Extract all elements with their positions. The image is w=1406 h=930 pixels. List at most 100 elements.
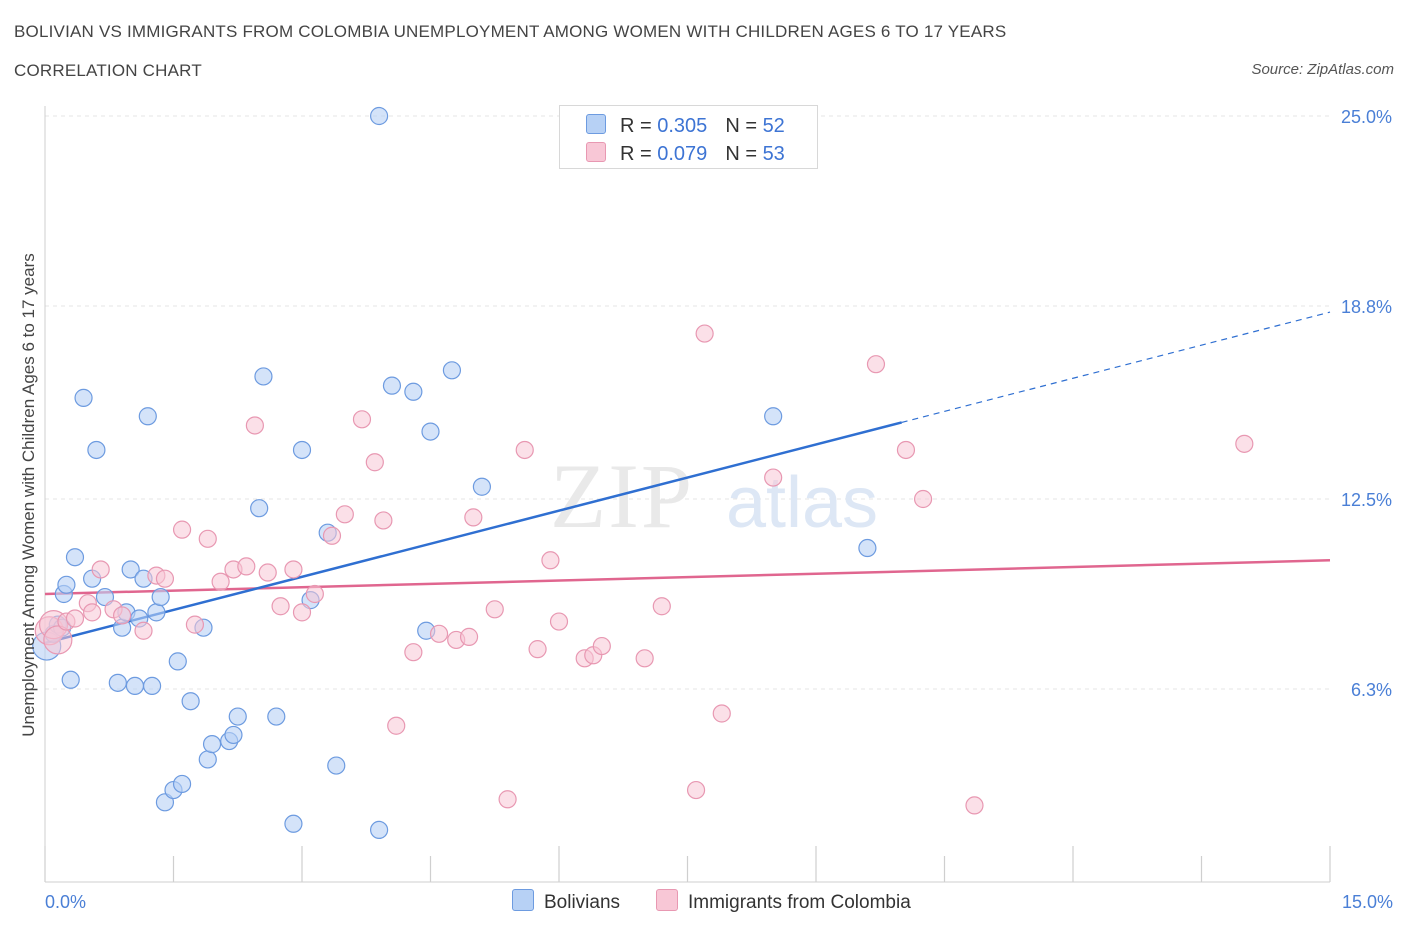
legend-n-value: 52 [762,115,785,137]
data-point-bolivians [292,440,312,460]
chart-title: BOLIVIAN VS IMMIGRANTS FROM COLOMBIA UNE… [14,22,1007,41]
data-point-colombia [271,597,290,616]
x-tick-label: 15.0% [1342,892,1393,912]
data-point-colombia [365,453,384,472]
data-point-colombia [43,625,73,655]
trend-line-bolivians [44,421,902,645]
data-point-colombia [965,796,984,815]
y-tick-label: 25.0% [1341,107,1392,127]
data-point-bolivians [254,367,273,386]
trend-lines [44,311,1331,645]
bottom-legend-swatch-blue [512,889,534,911]
data-point-colombia [387,716,406,735]
data-point-colombia [185,615,205,634]
data-point-bolivians [198,750,217,769]
data-point-bolivians [382,376,402,395]
chart-subtitle: CORRELATION CHART [14,61,202,80]
data-point-bolivians [57,575,76,594]
data-point-colombia [352,410,372,429]
data-point-bolivians [61,670,80,689]
data-point-colombia [258,563,277,582]
data-point-colombia [515,440,534,460]
data-point-bolivians [472,477,491,496]
legend-r-value: 0.079 [657,143,708,165]
data-point-colombia [686,780,706,800]
bottom-legend-colombia: Immigrants from Colombia [656,889,911,914]
legend-n-label: N = [725,143,763,165]
y-tick-labels: 6.3% 12.5% 18.8% 25.0% [1341,107,1392,700]
bottom-legend-label: Immigrants from Colombia [688,892,911,913]
y-tick-label: 12.5% [1341,490,1392,510]
data-point-colombia [485,600,504,619]
data-point-colombia [83,603,102,622]
y-axis-label: Unemployment Among Women with Children A… [19,253,38,737]
data-point-bolivians [181,692,200,711]
series-colombia [34,324,1254,815]
data-point-colombia [459,627,479,646]
data-point-colombia [134,621,153,640]
legend-r-label: R = [620,143,658,165]
data-point-bolivians [442,361,462,380]
data-point-colombia [198,529,217,548]
data-point-bolivians [327,756,346,775]
bottom-legend-bolivians: Bolivians [512,889,620,914]
data-point-colombia [284,560,303,579]
data-point-colombia [155,569,175,588]
data-point-bolivians [202,735,222,754]
data-point-colombia [635,649,654,668]
data-point-bolivians [250,499,269,518]
series-bolivians [32,106,877,840]
data-point-bolivians [147,603,166,622]
legend-n-label: N = [725,115,763,137]
data-point-bolivians [74,388,93,407]
data-point-bolivians [151,587,170,607]
data-point-bolivians [121,560,140,579]
axes [44,106,1331,883]
data-point-colombia [712,704,731,723]
data-point-colombia [498,790,517,809]
data-point-colombia [237,557,256,576]
data-point-bolivians [764,407,783,426]
data-point-bolivians [108,673,127,692]
data-point-colombia [305,584,324,604]
data-point-colombia [91,560,110,579]
data-point-colombia [172,520,192,539]
stats-legend: R = 0.305 N = 52 R = 0.079 N = 53 [559,105,818,169]
data-point-colombia [65,609,85,628]
legend-swatch-pink [586,142,606,162]
data-point-bolivians [138,407,157,426]
data-point-colombia [1235,434,1254,453]
legend-r-label: R = [620,115,658,137]
data-point-bolivians [65,548,85,567]
data-point-bolivians [228,707,247,726]
data-point-colombia [292,603,312,622]
data-point-colombia [404,643,423,662]
data-point-colombia [112,606,132,625]
data-point-colombia [429,624,449,643]
data-point-colombia [374,511,393,530]
data-point-colombia [464,508,483,527]
data-point-bolivians [224,725,243,745]
data-point-colombia [652,597,671,616]
data-point-bolivians [421,422,440,441]
data-point-colombia [896,440,916,460]
data-point-colombia [866,355,886,374]
trend-line-bolivians-extension [901,311,1331,423]
data-point-colombia [549,612,569,631]
data-point-colombia [335,505,354,524]
data-point-bolivians [404,382,423,401]
data-point-bolivians [284,814,303,833]
data-point-bolivians [168,652,187,671]
x-tick-labels: 0.0% 15.0% [45,892,1393,912]
grid-lines [45,115,1330,690]
data-point-colombia [913,489,933,509]
source-credit: Source: ZipAtlas.com [1251,61,1394,78]
data-point-bolivians [370,820,389,840]
data-point-bolivians [125,676,145,696]
watermark-atlas: atlas [726,463,878,543]
legend-row-bolivians: R = 0.305 N = 52 [586,114,785,138]
legend-row-colombia: R = 0.079 N = 53 [586,142,785,166]
legend-swatch-blue [586,114,606,134]
data-point-bolivians [87,440,106,460]
